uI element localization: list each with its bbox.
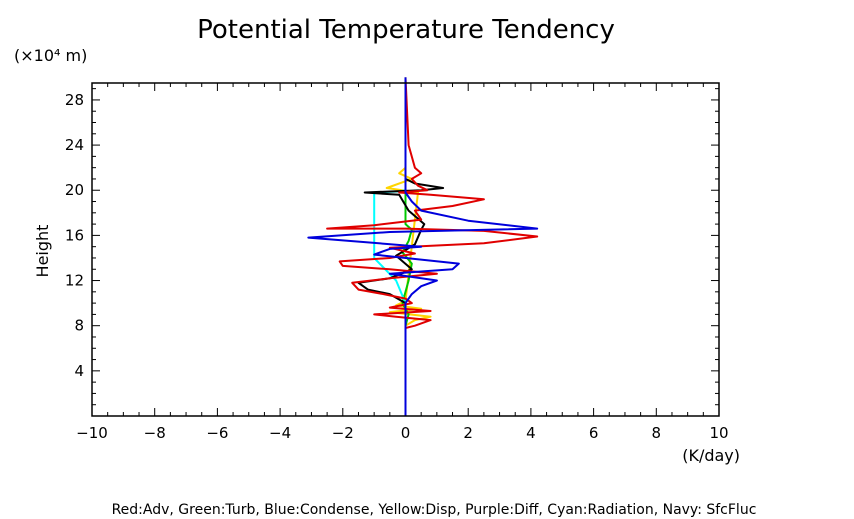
y-tick-label: 8 [74,317,84,335]
series-line-0 [385,166,432,327]
x-tick-label: 4 [526,424,536,442]
x-tick-label: 0 [401,424,411,442]
y-tick-label: 12 [65,272,84,290]
y-axis-label: Height [33,225,52,278]
y-unit-label: (×10⁴ m) [14,46,87,65]
series-line-4 [326,77,539,416]
x-tick-label: 10 [709,424,728,442]
y-tick-label: 4 [74,362,84,380]
chart-title: Potential Temperature Tendency [197,15,615,45]
y-tick-label: 16 [65,226,84,244]
x-tick-label: −6 [206,424,228,442]
y-tick-label: 20 [65,181,84,199]
x-tick-label: −10 [76,424,108,442]
x-unit-label: (K/day) [682,446,740,465]
x-tick-label: −8 [144,424,166,442]
x-tick-label: 8 [652,424,662,442]
y-tick-label: 28 [65,91,84,109]
x-tick-label: −2 [332,424,354,442]
x-tick-label: 2 [463,424,473,442]
y-tick-label: 24 [65,136,84,154]
series-line-5 [307,77,539,416]
x-tick-label: −4 [269,424,291,442]
plot-frame [91,82,720,417]
x-tick-label: 6 [589,424,599,442]
legend-text: Red:Adv, Green:Turb, Blue:Condense, Yell… [112,502,757,518]
series-group [307,77,539,416]
